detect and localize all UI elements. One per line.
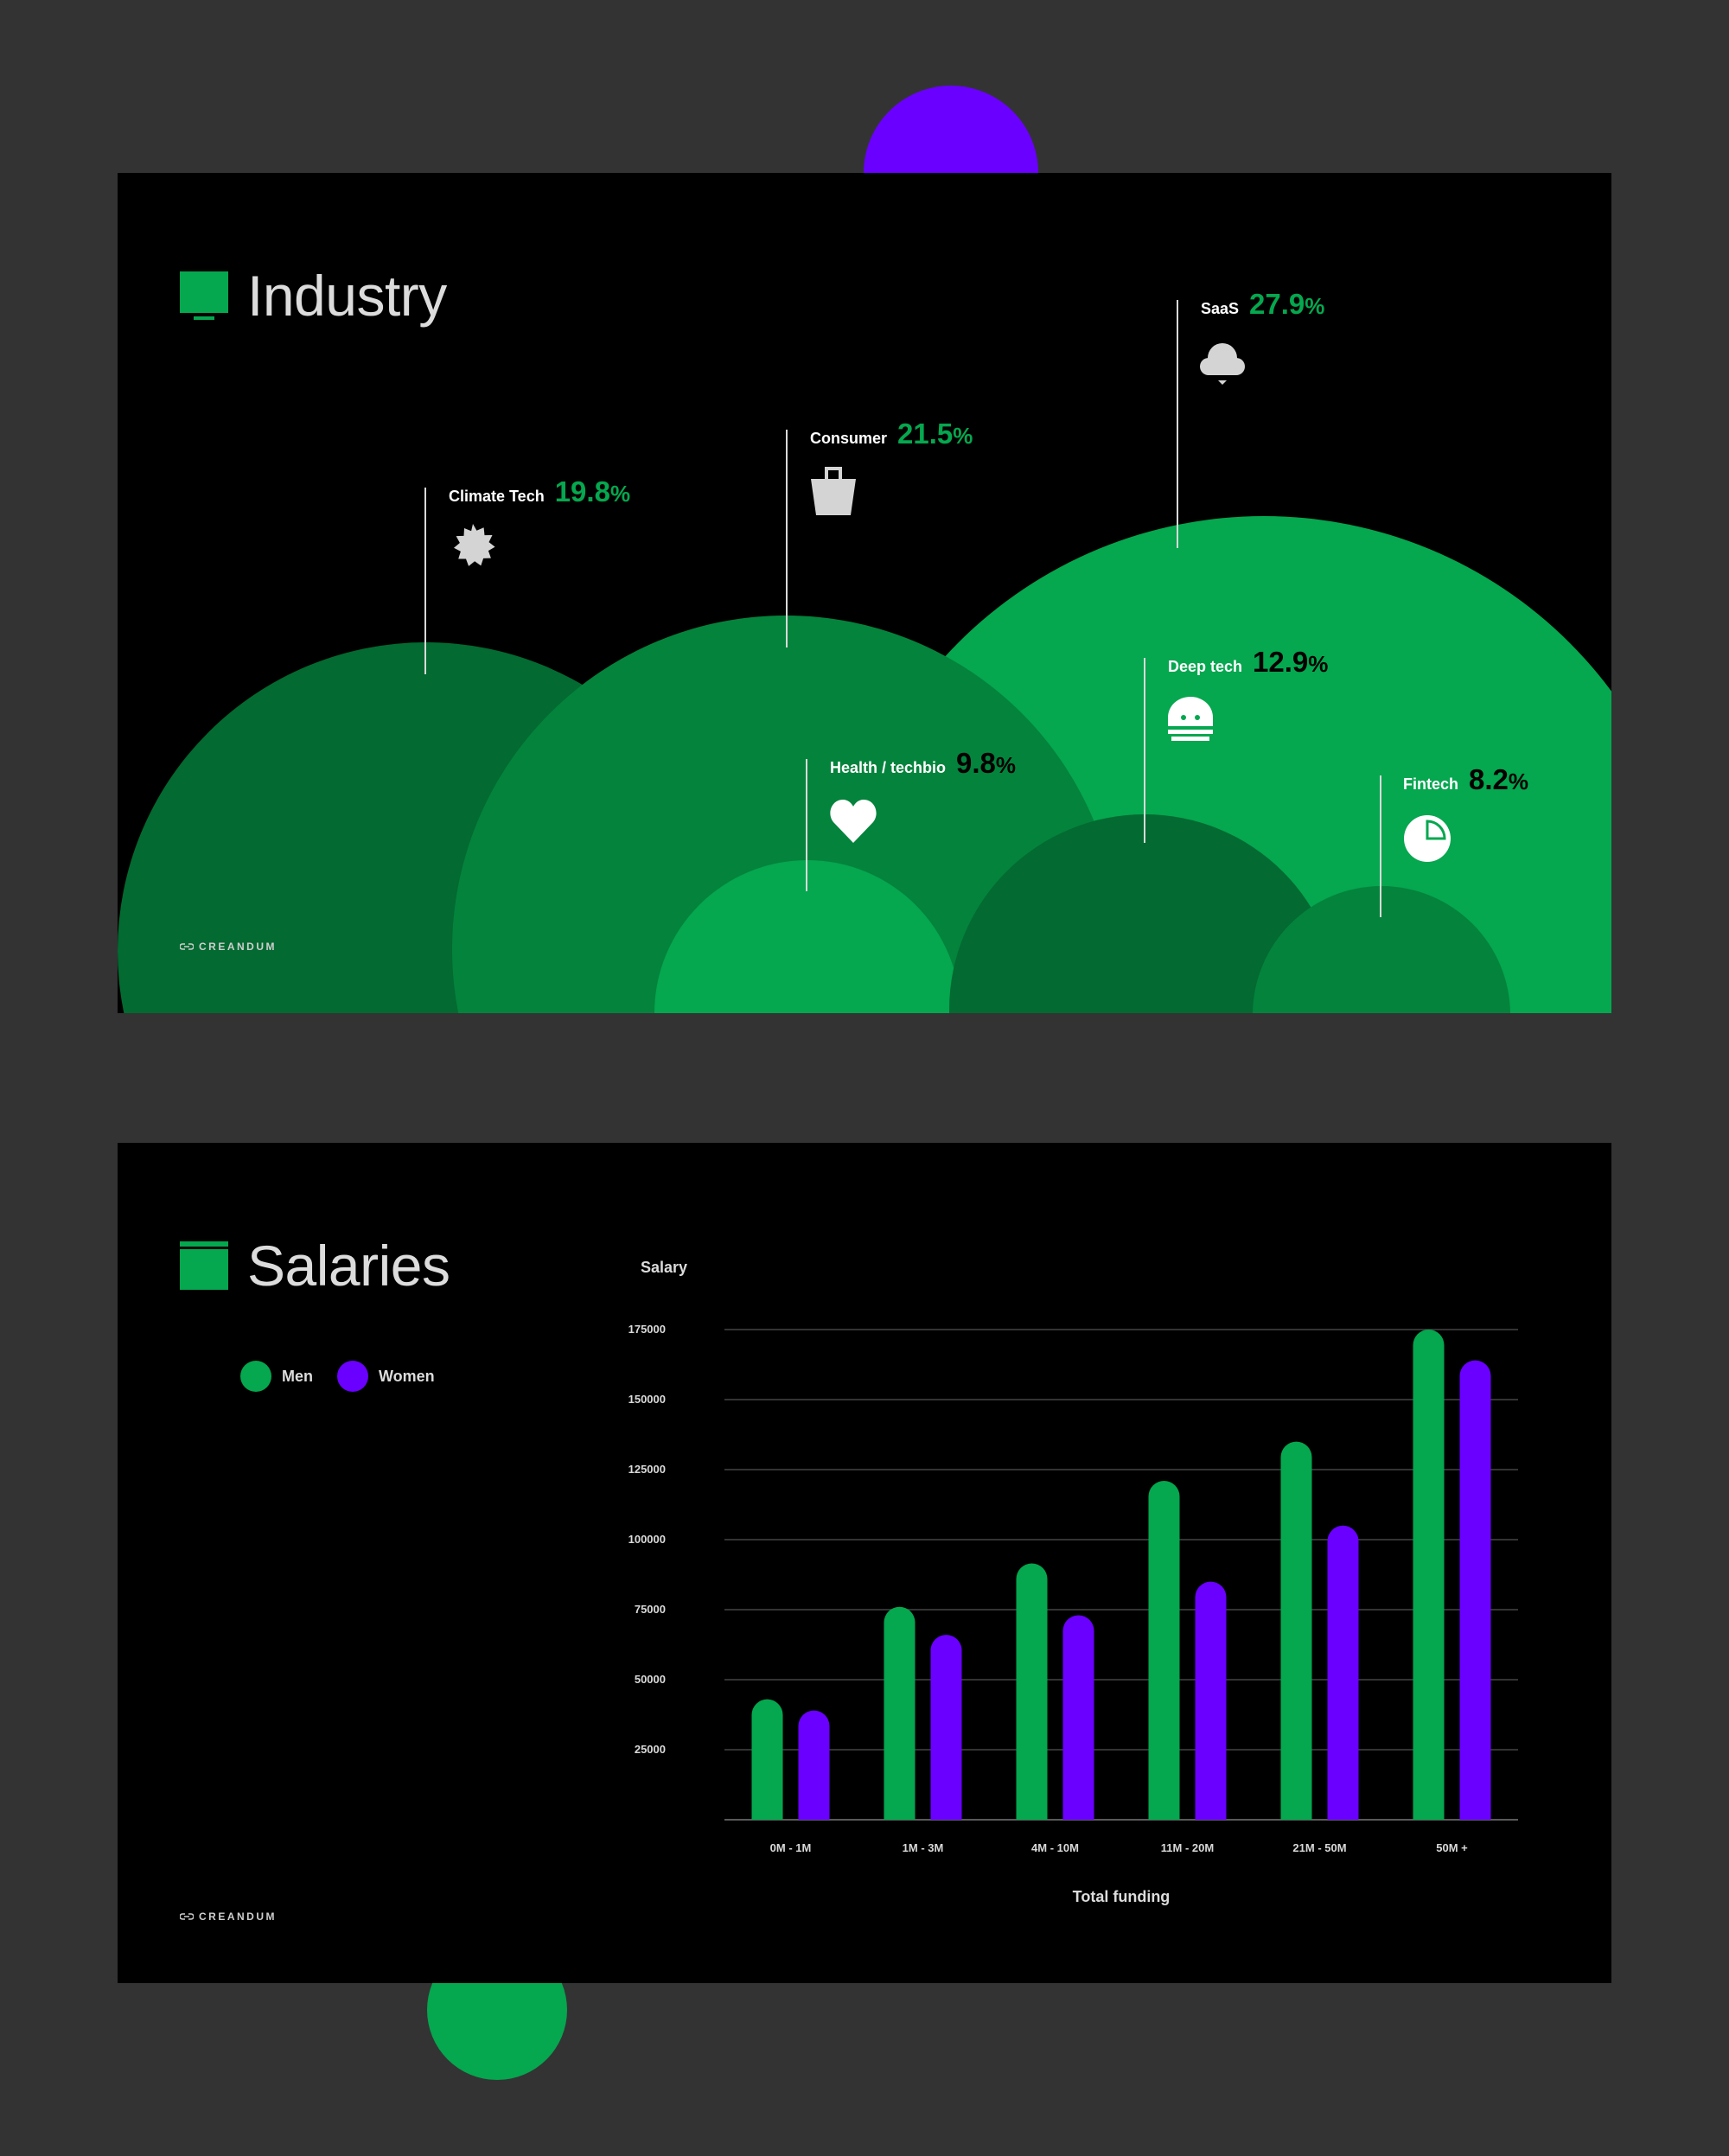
industry-unit: % <box>1305 293 1325 319</box>
y-tick-label: 100000 <box>628 1533 666 1546</box>
label-consumer: Consumer 21.5 % <box>810 418 973 450</box>
leader-line-saas <box>1177 300 1178 548</box>
bar-men <box>1016 1563 1048 1820</box>
sun-badge-icon <box>454 524 495 566</box>
bar-women <box>1327 1525 1359 1820</box>
shopping-bag-icon <box>811 467 856 515</box>
link-icon <box>180 943 194 950</box>
industry-unit: % <box>1308 651 1329 677</box>
leader-line-deep-tech <box>1144 658 1145 843</box>
brand-name: CREANDUM <box>199 1910 277 1923</box>
heart-icon <box>830 800 877 843</box>
label-saas: SaaS 27.9 % <box>1201 288 1324 321</box>
bar-women <box>1062 1615 1094 1820</box>
bar-women <box>1195 1581 1227 1820</box>
brand-logo: CREANDUM <box>180 1910 277 1923</box>
industry-value: 21.5 <box>897 418 954 450</box>
link-icon <box>180 1913 194 1920</box>
y-tick-label: 150000 <box>628 1393 666 1406</box>
industry-name: Climate Tech <box>449 488 545 505</box>
leader-line-climate-tech <box>424 488 426 674</box>
bar-men <box>1148 1480 1180 1820</box>
bar-women <box>930 1635 962 1820</box>
salary-bar-chart: 25000 50000 75000 100000 125000 150000 175000 S… <box>628 1259 1518 1905</box>
bar-women <box>1459 1360 1491 1820</box>
label-health-techbio: Health / techbio 9.8 % <box>830 747 1016 780</box>
legend-label-women: Women <box>379 1367 435 1385</box>
book-icon <box>180 1241 228 1290</box>
label-deep-tech: Deep tech 12.9 % <box>1168 646 1328 679</box>
page-title: Industry <box>180 263 447 329</box>
bar-men <box>884 1606 916 1820</box>
monitor-icon <box>180 271 228 320</box>
industry-unit: % <box>953 423 973 449</box>
x-tick-label: 21M - 50M <box>1292 1841 1346 1854</box>
legend-swatch-women <box>337 1361 368 1392</box>
robot-icon <box>1168 697 1213 741</box>
legend-label-men: Men <box>282 1367 313 1385</box>
chart-legend: Men Women <box>240 1361 459 1392</box>
industry-unit: % <box>609 481 631 507</box>
x-tick-label: 0M - 1M <box>770 1841 812 1854</box>
page-title: Salaries <box>180 1233 450 1298</box>
pie-chart-icon <box>1404 815 1451 862</box>
leader-line-health-techbio <box>806 759 807 891</box>
bar-men <box>751 1699 783 1820</box>
industry-name: Health / techbio <box>830 759 947 776</box>
industry-unit: % <box>1508 769 1529 794</box>
industry-value: 9.8 <box>956 747 996 779</box>
x-tick-label: 1M - 3M <box>903 1841 944 1854</box>
label-fintech: Fintech 8.2 % <box>1403 763 1528 796</box>
salaries-title: Salaries <box>247 1234 450 1298</box>
brand-logo: CREANDUM <box>180 941 277 953</box>
y-tick-label: 25000 <box>635 1743 666 1756</box>
industry-value: 19.8 <box>554 475 610 507</box>
industry-name: SaaS <box>1201 300 1240 317</box>
x-tick-label: 50M + <box>1436 1841 1468 1854</box>
leader-line-fintech <box>1380 775 1381 917</box>
cloud-icon <box>1200 343 1245 385</box>
legend-swatch-men <box>240 1361 271 1392</box>
salaries-slide: Salaries Men Women 25000 50000 75000 100000… <box>118 1143 1611 1983</box>
bar-men <box>1413 1330 1445 1820</box>
x-axis-label: Total funding <box>1073 1888 1171 1905</box>
label-climate-tech: Climate Tech 19.8 % <box>449 475 630 508</box>
y-tick-label: 125000 <box>628 1463 666 1476</box>
industry-name: Deep tech <box>1168 658 1243 675</box>
industry-value: 12.9 <box>1253 646 1309 678</box>
y-tick-label: 50000 <box>635 1673 666 1686</box>
industry-value: 8.2 <box>1469 763 1509 795</box>
x-tick-label: 4M - 10M <box>1031 1841 1079 1854</box>
industry-name: Fintech <box>1403 775 1459 793</box>
industry-title: Industry <box>247 264 447 328</box>
x-tick-label: 11M - 20M <box>1161 1841 1214 1854</box>
y-tick-label: 175000 <box>628 1323 666 1336</box>
y-axis-label: Salary <box>641 1259 687 1276</box>
industry-name: Consumer <box>810 430 888 447</box>
industry-slide: Industry Climate Tech 19.8 % Consumer 21… <box>118 173 1611 1013</box>
industry-unit: % <box>995 752 1017 778</box>
leader-line-consumer <box>786 430 788 647</box>
bar-men <box>1280 1441 1312 1820</box>
industry-value: 27.9 <box>1249 288 1305 320</box>
y-tick-label: 75000 <box>635 1603 666 1616</box>
bar-women <box>798 1710 830 1820</box>
brand-name: CREANDUM <box>199 941 277 953</box>
